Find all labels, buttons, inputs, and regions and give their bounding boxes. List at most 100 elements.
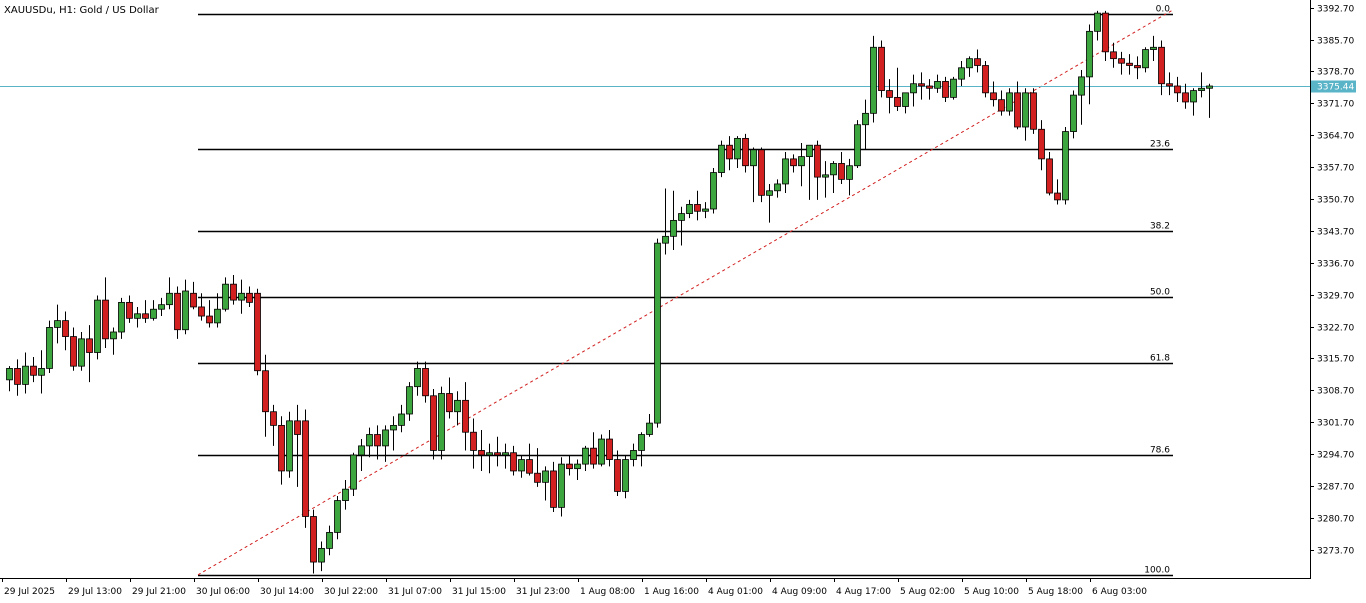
- candle-body: [742, 137, 749, 167]
- y-tick-label: 3294.70: [1317, 451, 1354, 461]
- candle-body: [478, 450, 485, 456]
- bear-candle: [990, 81, 997, 107]
- bear-candle: [62, 311, 69, 351]
- bull-candle: [934, 74, 941, 93]
- bull-candle: [382, 425, 389, 462]
- bull-candle: [1190, 88, 1197, 116]
- candle-body: [38, 368, 45, 376]
- bear-candle: [614, 450, 621, 496]
- bear-candle: [302, 409, 309, 528]
- chart-title: XAUUSDu, H1: Gold / US Dollar: [4, 5, 160, 16]
- fib-level-label: 23.6: [1150, 140, 1170, 150]
- bear-candle: [1182, 83, 1189, 109]
- candle-body: [1094, 12, 1101, 32]
- bull-candle: [1078, 70, 1085, 125]
- bull-candle: [150, 300, 157, 321]
- candle-body: [278, 424, 285, 472]
- bull-candle: [342, 480, 349, 510]
- bull-candle: [350, 452, 357, 496]
- candle-body: [302, 420, 309, 517]
- bull-candle: [1094, 10, 1101, 41]
- bear-candle: [246, 286, 253, 307]
- candle-body: [1126, 62, 1133, 66]
- bull-candle: [622, 455, 629, 499]
- bull-candle: [22, 352, 29, 394]
- bull-candle: [782, 152, 789, 194]
- bear-candle: [1134, 56, 1141, 80]
- bear-candle: [1110, 42, 1117, 68]
- bear-candle: [790, 154, 797, 173]
- bear-candle: [174, 286, 181, 339]
- bull-candle: [502, 443, 509, 469]
- bull-candle: [958, 60, 965, 86]
- candle-body: [30, 365, 37, 376]
- candle-body: [806, 144, 813, 158]
- bear-candle: [1166, 72, 1173, 96]
- bull-candle: [166, 277, 173, 310]
- candle-body: [582, 447, 589, 465]
- x-tick-label: 31 Jul 15:00: [452, 587, 506, 597]
- bear-candle: [566, 455, 573, 476]
- candle-body: [974, 58, 981, 66]
- y-tick-label: 3364.70: [1317, 132, 1354, 142]
- candle-body: [174, 292, 181, 331]
- bear-candle: [470, 418, 477, 469]
- candle-body: [942, 81, 949, 98]
- bear-candle: [86, 325, 93, 383]
- bull-candle: [710, 168, 717, 214]
- candle-body: [470, 431, 477, 451]
- candle-body: [1110, 51, 1117, 60]
- candle-body: [14, 368, 21, 385]
- bear-candle: [142, 300, 149, 323]
- candle-body: [646, 422, 653, 435]
- y-tick-label: 3357.70: [1317, 164, 1354, 174]
- candle-body: [694, 204, 701, 212]
- candle-body: [1086, 30, 1093, 78]
- fibonacci-retracement[interactable]: 0.0 23.6 38.2 50.0 61.8 78.6 100.0: [197, 5, 1174, 577]
- candle-body: [374, 434, 381, 447]
- bull-candle: [910, 74, 917, 107]
- bull-candle: [222, 277, 229, 312]
- candle-body: [94, 299, 101, 353]
- bull-candle: [110, 327, 117, 355]
- bull-candle: [846, 158, 853, 196]
- bull-candle: [1062, 127, 1069, 205]
- y-tick-label: 3371.70: [1317, 100, 1354, 110]
- candle-body: [134, 313, 141, 319]
- x-tick-label: 31 Jul 23:00: [516, 587, 570, 597]
- candle-body: [350, 454, 357, 490]
- candle-body: [926, 85, 933, 89]
- candle-body: [934, 81, 941, 89]
- bull-candle: [318, 541, 325, 572]
- bull-candle: [1006, 88, 1013, 116]
- candle-body: [622, 459, 629, 492]
- bull-candle: [718, 140, 725, 178]
- bull-candle: [1198, 72, 1205, 98]
- candle-body: [894, 96, 901, 107]
- bull-candle: [774, 179, 781, 198]
- bear-candle: [1054, 179, 1061, 205]
- candle-body: [726, 144, 733, 160]
- candle-body: [54, 320, 61, 328]
- candle-body: [534, 472, 541, 483]
- bear-candle: [70, 327, 77, 371]
- current-price-label: 3375.44: [1311, 80, 1356, 93]
- candle-body: [566, 463, 573, 470]
- bull-candle: [334, 496, 341, 540]
- candle-body: [950, 78, 957, 98]
- bear-candle: [230, 275, 237, 305]
- candle-body: [886, 90, 893, 98]
- bull-candle: [870, 35, 877, 123]
- candle-body: [1174, 85, 1181, 94]
- bull-candle: [366, 427, 373, 458]
- candle-body: [486, 452, 493, 456]
- bear-candle: [270, 404, 277, 446]
- candle-body: [918, 83, 925, 87]
- candle-body: [550, 470, 557, 508]
- candle-body: [1070, 94, 1077, 132]
- y-tick-label: 3287.70: [1317, 483, 1354, 493]
- candle-body: [366, 434, 373, 447]
- candle-body: [1038, 128, 1045, 160]
- bull-candle: [6, 366, 13, 392]
